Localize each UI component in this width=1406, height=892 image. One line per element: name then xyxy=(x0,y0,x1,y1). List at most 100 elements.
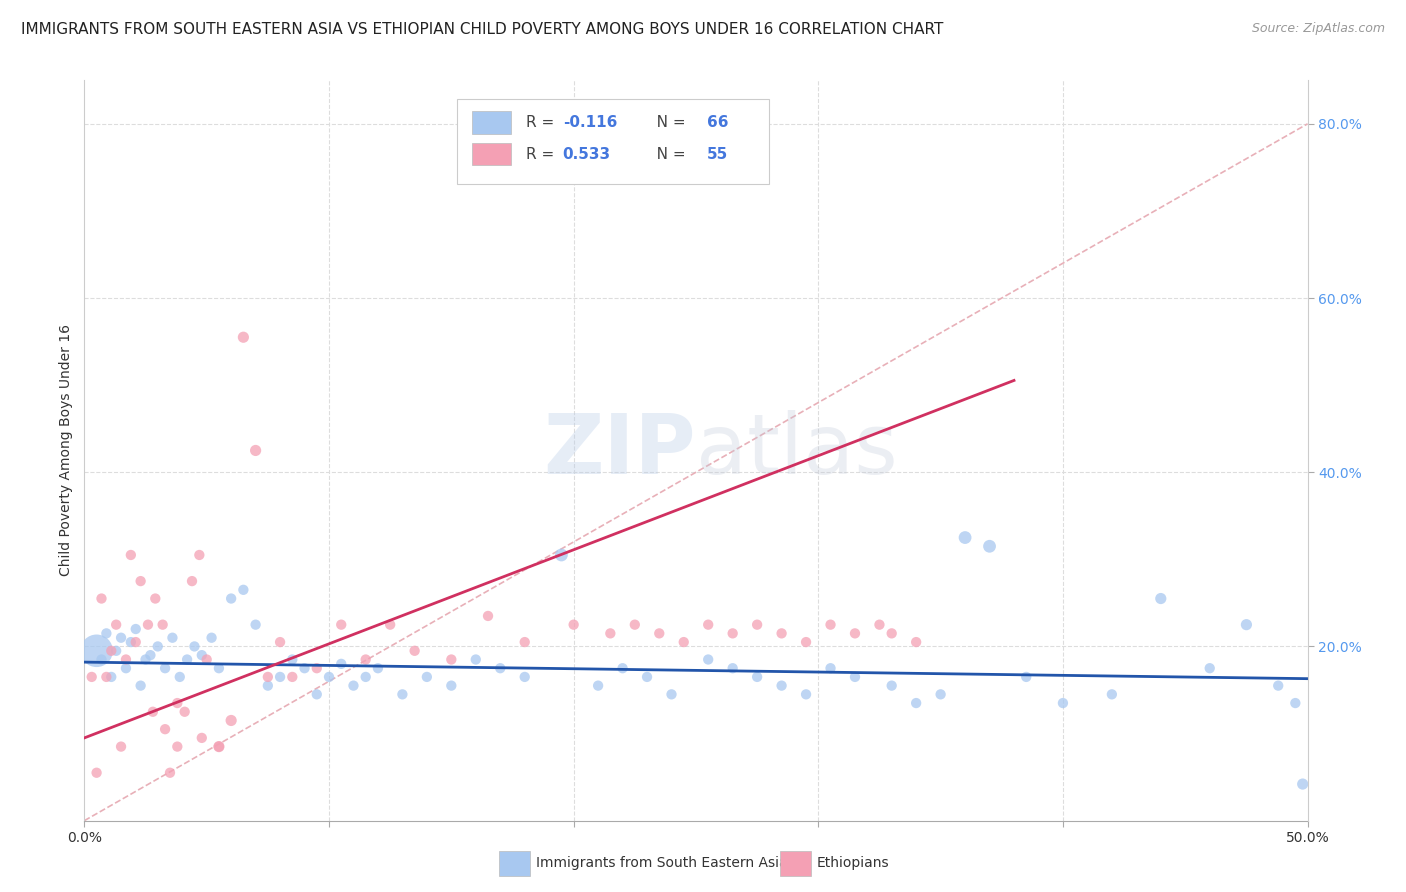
Point xyxy=(90,591,112,606)
Point xyxy=(953,531,976,545)
Point xyxy=(257,670,280,684)
Point xyxy=(354,670,377,684)
Point xyxy=(208,739,231,754)
Point xyxy=(125,635,148,649)
Point xyxy=(1101,687,1123,701)
Point xyxy=(1267,679,1289,693)
Point xyxy=(120,548,142,562)
Text: 0.533: 0.533 xyxy=(562,147,610,161)
Point xyxy=(820,661,842,675)
Point xyxy=(86,765,108,780)
Point xyxy=(281,670,304,684)
Point xyxy=(169,670,191,684)
Point xyxy=(183,640,205,654)
Point xyxy=(159,765,181,780)
Point xyxy=(257,679,280,693)
Point xyxy=(152,617,174,632)
Point xyxy=(139,648,162,662)
Point xyxy=(245,617,267,632)
Point xyxy=(880,679,903,693)
Point xyxy=(176,652,198,666)
Text: R =: R = xyxy=(526,147,560,161)
Point xyxy=(636,670,658,684)
Point xyxy=(770,679,793,693)
Point xyxy=(105,617,128,632)
Point xyxy=(747,617,769,632)
Point xyxy=(100,644,122,658)
FancyBboxPatch shape xyxy=(457,99,769,184)
Point xyxy=(146,640,169,654)
Point xyxy=(464,652,486,666)
Point xyxy=(440,652,463,666)
Point xyxy=(136,617,159,632)
Point xyxy=(318,670,340,684)
Point xyxy=(794,635,817,649)
Point xyxy=(188,548,211,562)
Point xyxy=(979,539,1001,553)
FancyBboxPatch shape xyxy=(472,144,512,165)
Point xyxy=(129,574,152,588)
Point xyxy=(367,661,389,675)
Point xyxy=(200,631,222,645)
Point xyxy=(191,731,214,745)
Point xyxy=(330,657,353,671)
Point xyxy=(844,670,866,684)
Point xyxy=(697,652,720,666)
Point xyxy=(166,696,188,710)
Point xyxy=(305,661,328,675)
Text: -0.116: -0.116 xyxy=(562,115,617,130)
Point xyxy=(562,617,585,632)
Point xyxy=(342,679,364,693)
Point xyxy=(166,739,188,754)
Point xyxy=(125,622,148,636)
Point xyxy=(1292,777,1315,791)
Point xyxy=(929,687,952,701)
Point xyxy=(599,626,621,640)
Point xyxy=(96,670,118,684)
Point xyxy=(110,739,132,754)
Point xyxy=(1198,661,1220,675)
Point xyxy=(208,661,231,675)
Point xyxy=(219,591,242,606)
Point xyxy=(115,661,138,675)
Point xyxy=(143,591,166,606)
Point xyxy=(135,652,157,666)
Point xyxy=(648,626,671,640)
Point xyxy=(1236,617,1258,632)
Point xyxy=(513,635,536,649)
Text: IMMIGRANTS FROM SOUTH EASTERN ASIA VS ETHIOPIAN CHILD POVERTY AMONG BOYS UNDER 1: IMMIGRANTS FROM SOUTH EASTERN ASIA VS ET… xyxy=(21,22,943,37)
Point xyxy=(110,631,132,645)
Point xyxy=(440,679,463,693)
Point xyxy=(1052,696,1074,710)
Point xyxy=(294,661,316,675)
Point xyxy=(477,609,499,624)
Point xyxy=(232,582,254,597)
Point xyxy=(1015,670,1038,684)
Text: Immigrants from South Eastern Asia: Immigrants from South Eastern Asia xyxy=(536,856,787,871)
Point xyxy=(86,644,108,658)
Text: Source: ZipAtlas.com: Source: ZipAtlas.com xyxy=(1251,22,1385,36)
Point xyxy=(905,696,928,710)
Point xyxy=(721,661,744,675)
Point xyxy=(120,635,142,649)
Point xyxy=(80,670,103,684)
Point xyxy=(820,617,842,632)
Point xyxy=(153,661,176,675)
Point xyxy=(96,626,118,640)
Point xyxy=(281,652,304,666)
Point xyxy=(624,617,647,632)
Text: N =: N = xyxy=(643,115,690,130)
Point xyxy=(416,670,439,684)
Point xyxy=(661,687,683,701)
Point xyxy=(232,330,254,344)
Text: N =: N = xyxy=(643,147,690,161)
Text: ZIP: ZIP xyxy=(544,410,696,491)
Point xyxy=(391,687,413,701)
Point xyxy=(489,661,512,675)
Point xyxy=(162,631,184,645)
Point xyxy=(219,714,242,728)
Point xyxy=(173,705,195,719)
Point xyxy=(612,661,634,675)
Point xyxy=(269,670,291,684)
Point xyxy=(153,722,176,736)
